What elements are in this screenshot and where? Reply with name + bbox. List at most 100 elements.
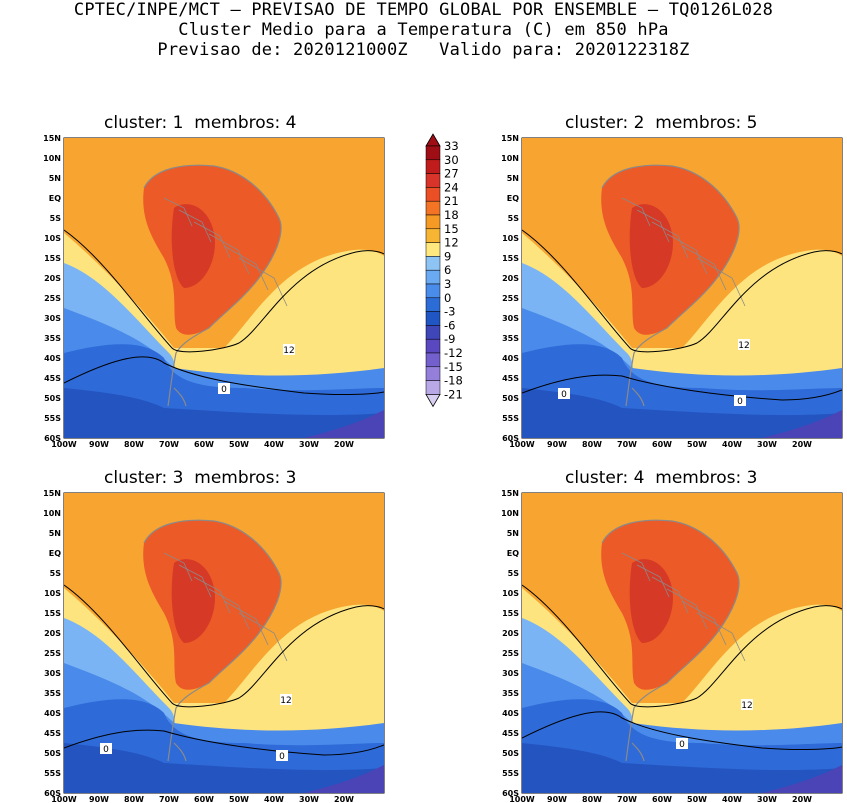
contour-label: 0 [561,390,567,400]
temperature-band-6 [64,743,384,793]
colorbar-label: 27 [444,167,459,181]
lat-tick-label: 20S [502,274,519,283]
header-line-1: CPTEC/INPE/MCT – PREVISAO DE TEMPO GLOBA… [73,0,774,20]
lon-tick-label: 100W [509,440,535,449]
colorbar-label: 3 [444,277,451,291]
lat-tick-label: 25S [44,649,61,658]
colorbar-swatch [425,311,441,326]
lat-tick-label: 45S [502,729,519,738]
coastline [143,164,282,407]
lat-tick-label: EQ [507,194,519,203]
lon-tick-label: 70W [617,440,637,449]
colorbar-swatch [425,283,441,299]
isotherm-0 [522,374,842,401]
lat-tick-label: 15N [501,134,519,143]
lon-tick-label: 20W [792,440,812,449]
lon-tick-label: 100W [51,795,77,803]
lat-tick-label: 5N [507,174,519,183]
lon-tick-label: 40W [722,795,742,803]
state-border [681,245,727,291]
isotherm-0 [522,711,842,751]
lat-tick-label: 45S [44,374,61,383]
warm-region-2 [171,204,215,288]
colorbar-label: 18 [444,208,459,222]
lat-tick-label: 10N [501,154,519,163]
colorbar-swatch [425,242,441,257]
contour-label: 0 [737,397,743,407]
lat-tick-label: 45S [44,729,61,738]
lat-tick-label: 55S [44,414,61,423]
lat-tick-label: 15S [502,609,519,618]
lat-tick-label: 50S [44,394,61,403]
lon-tick-label: 90W [89,440,109,449]
lat-tick-label: 25S [502,649,519,658]
state-border [636,564,670,598]
lon-tick-label: 100W [509,795,535,803]
state-border [666,233,708,275]
lat-tick-label: EQ [49,194,61,203]
lon-tick-label: 30W [299,440,319,449]
panel-title-1: cluster: 1 membros: 4 [104,113,297,133]
colorbar-swatch [425,269,441,285]
panel-title-3: cluster: 3 membros: 3 [104,468,297,488]
lat-tick-label: 10S [502,589,519,598]
isotherm-0 [64,729,384,756]
colorbar-label: 21 [444,194,459,208]
colorbar-swatch [425,159,441,174]
colorbar-swatch [425,366,441,381]
lon-tick-label: 40W [264,440,284,449]
lon-tick-label: 60W [194,440,214,449]
contour-label: 0 [279,752,285,762]
temperature-band-7 [762,765,842,793]
lat-tick-label: 30S [44,314,61,323]
lat-tick-label: 40S [44,354,61,363]
lon-tick-label: 30W [757,795,777,803]
lat-tick-label: 25S [44,294,61,303]
colorbar-swatch [425,325,441,340]
lat-tick-label: EQ [49,549,61,558]
temperature-band-6 [522,388,842,438]
contour-label: 12 [280,696,291,706]
lon-tick-label: 80W [582,440,602,449]
state-border [666,588,708,630]
state-border [208,233,250,275]
colorbar-swatch [425,187,441,202]
lat-tick-label: 40S [502,709,519,718]
colorbar-label: -3 [444,305,455,319]
lat-tick-label: 15S [44,254,61,263]
colorbar-label: 6 [444,263,451,277]
lon-tick-label: 90W [547,440,567,449]
lon-tick-label: 90W [547,795,567,803]
lat-tick-label: 20S [44,274,61,283]
lat-tick-label: 55S [44,769,61,778]
contour-label: 0 [221,385,227,395]
colorbar-label: -15 [444,360,463,374]
contour-label: 12 [738,341,749,351]
lat-tick-label: 30S [502,314,519,323]
temperature-band-7 [304,410,384,438]
colorbar-label: -9 [444,332,455,346]
lat-tick-label: EQ [507,549,519,558]
lon-tick-label: 90W [89,795,109,803]
lat-tick-label: 40S [502,354,519,363]
lat-tick-label: 10S [44,589,61,598]
lat-tick-label: 20S [44,629,61,638]
isotherm-12 [64,229,384,353]
colorbar-label: -6 [444,318,455,332]
lat-tick-label: 15S [44,609,61,618]
colorbar-label: -18 [444,374,463,388]
lat-tick-label: 30S [502,669,519,678]
lat-tick-label: 15N [43,134,61,143]
warm-region-2 [629,204,673,288]
colorbar-swatch [425,214,441,230]
isotherm-12 [64,584,384,708]
lon-tick-label: 80W [124,440,144,449]
lat-tick-label: 55S [502,769,519,778]
lon-tick-label: 30W [299,795,319,803]
lon-tick-label: 50W [229,795,249,803]
state-border [651,221,689,259]
colorbar-label: -21 [444,387,463,401]
lon-tick-label: 70W [159,795,179,803]
lon-tick-label: 50W [229,440,249,449]
colorbar-swatch [425,145,441,161]
